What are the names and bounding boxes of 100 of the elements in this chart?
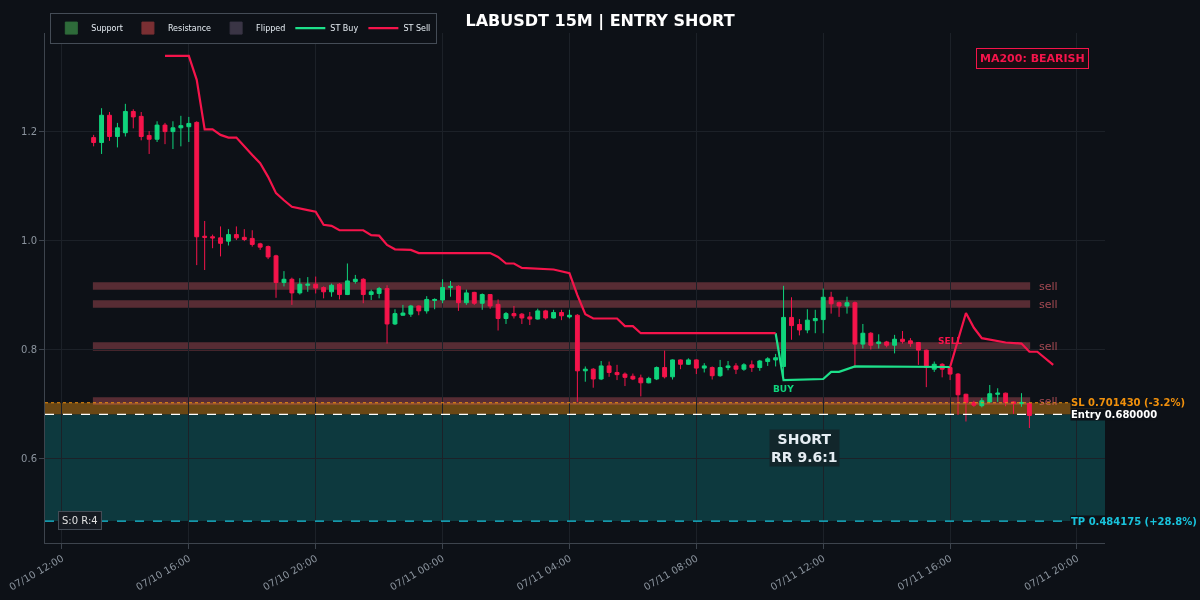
- candlestick: [257, 242, 263, 251]
- candlestick: [598, 360, 604, 381]
- candlestick: [860, 323, 866, 349]
- candlestick: [567, 309, 572, 320]
- ref-line-label: SL 0.701430 (-3.2%): [1071, 397, 1186, 408]
- candlestick: [249, 229, 255, 248]
- candlestick: [685, 357, 691, 366]
- candlestick: [360, 277, 366, 304]
- candlestick: [535, 308, 541, 321]
- candlestick: [987, 384, 993, 404]
- candlestick: [717, 359, 723, 378]
- candlestick: [186, 116, 192, 143]
- candlestick: [733, 362, 739, 375]
- candlestick: [1003, 392, 1009, 407]
- candlestick: [908, 337, 913, 348]
- candlestick: [226, 228, 231, 246]
- candlestick: [368, 289, 374, 301]
- candlestick: [773, 353, 779, 367]
- candlestick: [1019, 392, 1024, 408]
- candlestick: [154, 120, 160, 143]
- candlestick: [99, 107, 105, 155]
- candlestick: [622, 371, 628, 387]
- candlestick: [789, 296, 794, 341]
- candlestick: [963, 393, 969, 422]
- y-tick-label: 1.0: [21, 234, 37, 246]
- candlestick: [749, 359, 755, 373]
- candlestick: [741, 362, 747, 372]
- candlestick: [900, 330, 905, 345]
- candlestick: [107, 111, 112, 142]
- candlestick: [1026, 401, 1032, 429]
- chart-title: LABUSDT 15M | ENTRY SHORT: [465, 11, 735, 32]
- candlestick: [678, 358, 683, 370]
- ref-line-label: Entry 0.680000: [1071, 409, 1158, 420]
- candlestick: [757, 359, 763, 372]
- candlestick: [725, 360, 731, 371]
- candlestick: [281, 270, 287, 287]
- candlestick: [408, 304, 414, 318]
- candlestick: [455, 284, 461, 312]
- candlestick: [384, 284, 390, 345]
- candlestick: [511, 305, 517, 320]
- candlestick: [812, 309, 818, 334]
- candlestick: [178, 115, 184, 147]
- candlestick: [923, 349, 929, 388]
- candlestick: [884, 340, 890, 348]
- legend-label: ST Sell: [403, 24, 431, 34]
- candlestick: [122, 103, 128, 138]
- candlestick: [582, 365, 588, 383]
- candlestick: [273, 254, 279, 299]
- legend-label: ST Buy: [330, 24, 359, 34]
- annotation: S:0 R:4: [62, 515, 98, 526]
- candlestick: [194, 120, 200, 266]
- candlestick: [559, 309, 564, 321]
- candlestick: [709, 365, 715, 381]
- candlestick: [796, 318, 802, 336]
- candlestick: [162, 122, 168, 145]
- candlestick: [614, 364, 620, 381]
- candlestick: [590, 367, 596, 389]
- candlestick: [1011, 400, 1016, 415]
- candlestick: [876, 333, 882, 349]
- candlestick: [218, 225, 223, 257]
- band-label: sell: [1039, 298, 1058, 311]
- candlestick: [654, 365, 660, 381]
- y-tick-label: 0.8: [21, 343, 37, 355]
- candlestick: [892, 334, 898, 354]
- candlestick: [170, 120, 176, 150]
- legend-label: Support: [91, 24, 123, 34]
- candlestick: [503, 311, 509, 325]
- candlestick: [114, 122, 120, 148]
- candlestick: [352, 274, 358, 285]
- candlestick: [527, 311, 533, 326]
- candlestick: [765, 356, 771, 367]
- legend-label: Flipped: [256, 24, 286, 34]
- candlestick: [551, 309, 557, 320]
- candlestick: [630, 373, 636, 381]
- candlestick: [820, 288, 826, 334]
- candlestick: [210, 234, 216, 249]
- candlestick: [693, 358, 699, 375]
- candlestick: [868, 331, 874, 351]
- candlestick: [543, 309, 549, 321]
- candlestick: [638, 374, 644, 397]
- candlestick: [146, 130, 152, 155]
- y-tick-label: 0.6: [21, 452, 37, 464]
- band-label: sell: [1039, 395, 1058, 408]
- candlestick: [915, 341, 921, 366]
- y-tick-label: 1.2: [21, 125, 37, 137]
- candlestick: [670, 358, 675, 381]
- candlestick: [701, 362, 707, 373]
- candlestick: [495, 298, 501, 331]
- annotation: BUY: [773, 384, 795, 394]
- legend-label: Resistance: [167, 24, 212, 34]
- candlestick: [392, 308, 398, 326]
- candlestick: [574, 313, 580, 403]
- band-label: sell: [1039, 280, 1058, 293]
- candlestick: [130, 108, 136, 129]
- annotation: MA200: BEARISH: [980, 52, 1085, 65]
- candlestick: [344, 262, 350, 296]
- candlestick: [138, 111, 144, 141]
- candlestick: [289, 277, 295, 306]
- candlestick: [233, 225, 239, 241]
- candlestick: [265, 245, 271, 260]
